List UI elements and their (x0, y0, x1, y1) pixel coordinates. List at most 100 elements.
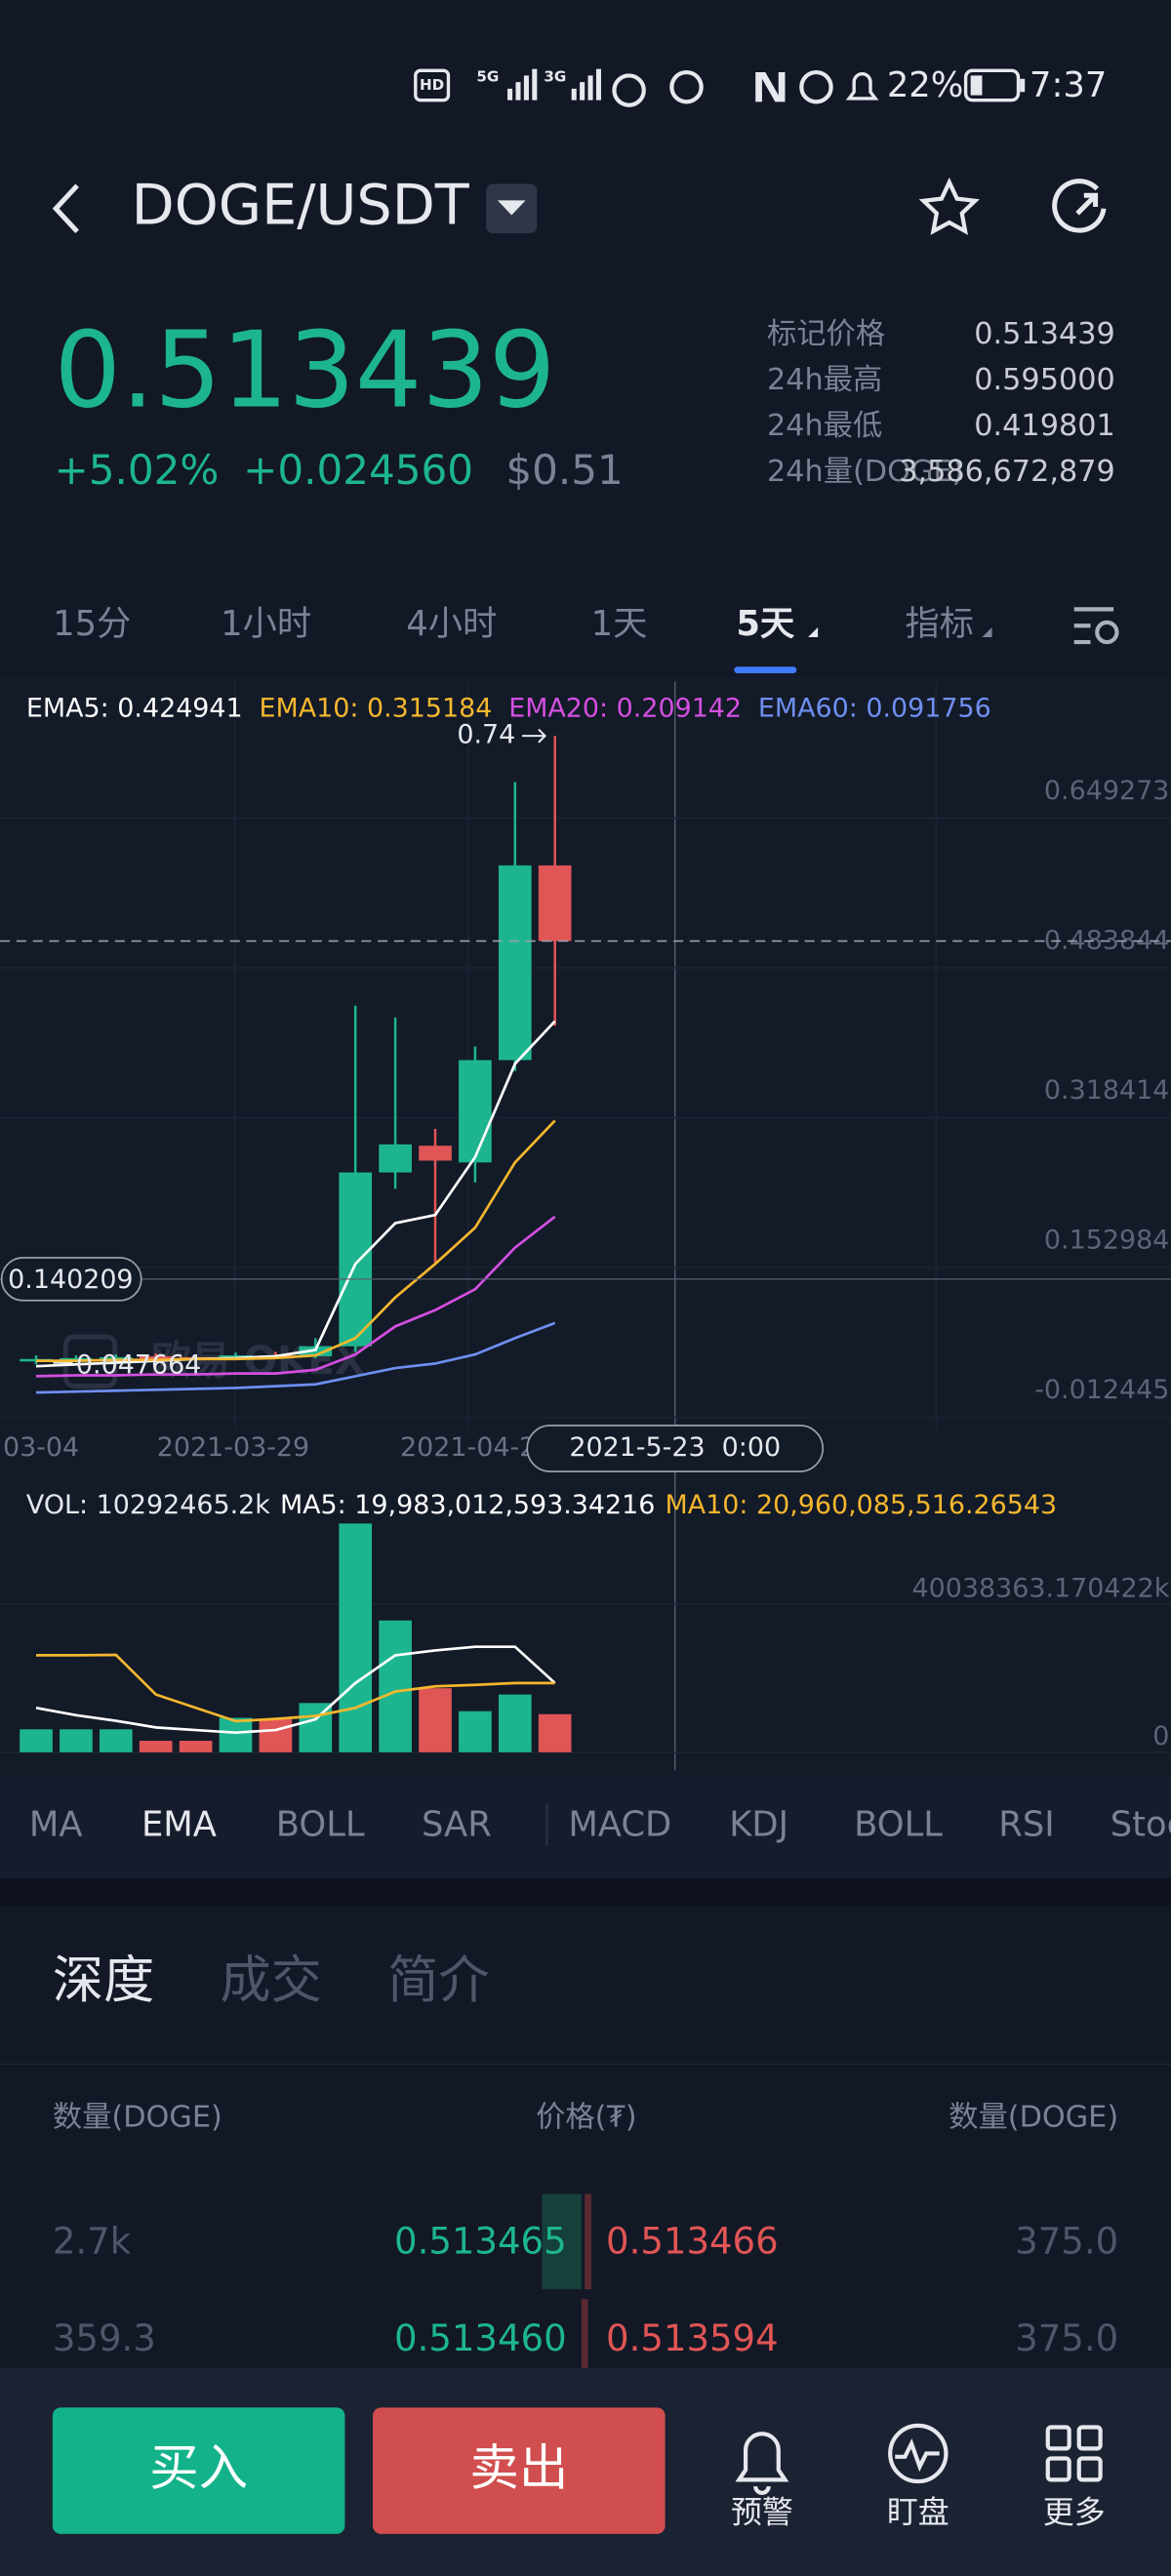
interval-tab[interactable]: 5天 (736, 604, 795, 644)
interval-tab[interactable]: 1小时 (221, 604, 311, 644)
battery-level (970, 75, 983, 96)
clock: 7:37 (1030, 65, 1107, 105)
volume-bar (99, 1729, 133, 1752)
stat-value: 3,586,672,879 (899, 455, 1115, 489)
back-button[interactable] (52, 183, 79, 234)
section-tab[interactable]: 成交 (221, 1952, 322, 2010)
volume-bar (538, 1713, 572, 1752)
y-tick-label: -0.012445 (1034, 1375, 1169, 1405)
candle-body (339, 1172, 373, 1347)
volume-bar (339, 1523, 373, 1752)
y-tick-label: 0.318414 (1044, 1075, 1169, 1106)
network-label: HD (420, 76, 444, 94)
signal (580, 82, 586, 101)
indicator-tab[interactable]: KDJ (729, 1805, 788, 1845)
favorite-button[interactable] (918, 177, 980, 235)
indicator-tab[interactable]: RSI (998, 1805, 1054, 1845)
stat-label: 标记价格 (767, 317, 885, 351)
candle-body (498, 865, 532, 1061)
nav-label[interactable]: 更多 (1043, 2494, 1106, 2531)
ask-quantity: 375.0 (1015, 2221, 1118, 2263)
dropdown-arrow (497, 200, 526, 216)
candle-body (219, 1355, 253, 1358)
indicator-tab[interactable]: EMA (141, 1805, 217, 1845)
candle-body (139, 1355, 173, 1359)
volume-bar (299, 1703, 333, 1752)
signal (523, 75, 529, 101)
bid-price[interactable]: 0.513460 (394, 2317, 567, 2359)
network-label: 3G (544, 68, 566, 86)
pair-title[interactable]: DOGE/USDT (132, 173, 470, 237)
nfc-icon (755, 72, 786, 102)
sell-button[interactable] (373, 2407, 666, 2534)
indicator-tab[interactable]: StochRSI (1110, 1805, 1171, 1845)
volume-bar (259, 1719, 293, 1752)
volume-ma-line (35, 1645, 556, 1735)
more-icon[interactable] (1045, 2425, 1071, 2451)
interval-tab[interactable]: 1天 (591, 604, 648, 644)
candle-body (99, 1356, 133, 1360)
nav-label[interactable]: 预警 (731, 2494, 793, 2531)
ema-legend: EMA10: 0.315184 (260, 694, 493, 724)
x-tick-label: 2021-04-2 (400, 1432, 536, 1463)
candle-body (419, 1146, 452, 1161)
tab-caret (808, 626, 819, 638)
volume-bar (419, 1688, 452, 1752)
settings-lines (1073, 607, 1114, 645)
interval-tab[interactable]: 4小时 (406, 604, 497, 644)
volume-tick-label: 0 (1152, 1721, 1169, 1751)
stat-label: 24h量(DOGE) (767, 455, 963, 489)
max-price-arrow (522, 728, 547, 744)
crosshair-time: 2021-5-23 0:00 (569, 1432, 781, 1463)
bid-price[interactable]: 0.513465 (394, 2221, 567, 2263)
crosshair-time-box (526, 1425, 825, 1472)
interval-tab[interactable]: 15分 (53, 604, 131, 644)
chart-area (0, 676, 1171, 1774)
max-price-label: 0.74 (457, 720, 515, 750)
indicator-tab[interactable]: MACD (568, 1805, 671, 1845)
volume-bar (139, 1741, 173, 1752)
share-arrow (1075, 192, 1099, 216)
network-label: 5G (476, 68, 499, 86)
mute-icon (845, 72, 879, 101)
volume-ma-line (36, 1653, 555, 1723)
interval-tab[interactable]: 指标 (905, 604, 974, 644)
watch-icon[interactable] (888, 2423, 949, 2484)
watch-pulse (895, 2437, 940, 2473)
ema-line (35, 1020, 556, 1368)
crosshair-price-box (0, 1257, 142, 1302)
nav-label[interactable]: 盯盘 (887, 2494, 949, 2531)
ema-legend: EMA5: 0.424941 (26, 694, 243, 724)
ask-price[interactable]: 0.513594 (606, 2317, 779, 2359)
section-tab[interactable]: 简介 (387, 1952, 489, 2010)
share-button[interactable] (1052, 179, 1107, 233)
more-icon (1076, 2456, 1103, 2482)
settings-icon[interactable] (1073, 607, 1119, 645)
indicator-tab[interactable]: MA (29, 1805, 83, 1845)
buy-label: 买入 (149, 2438, 248, 2496)
indicator-tab[interactable]: SAR (422, 1805, 492, 1845)
volume-bar (379, 1620, 412, 1752)
battery-text: 22% (887, 65, 964, 105)
ask-price[interactable]: 0.513466 (606, 2221, 779, 2263)
last-price: 0.513439 (55, 309, 556, 431)
bid-depth-bar (542, 2194, 582, 2290)
interval-underline (734, 666, 797, 674)
y-tick-label: 0.152984 (1044, 1226, 1169, 1256)
indicator-tab[interactable]: BOLL (854, 1805, 943, 1845)
candle-body (459, 1060, 492, 1163)
candle-body (60, 1357, 93, 1361)
alert-icon[interactable] (735, 2432, 789, 2495)
candle-body (299, 1346, 333, 1356)
indicator-tab[interactable]: BOLL (276, 1805, 365, 1845)
section-tab[interactable]: 深度 (53, 1952, 154, 2010)
volume-legend: MA5: 19,983,012,593.34216 (280, 1490, 655, 1520)
candle-body (538, 865, 572, 942)
volume-bar (60, 1729, 93, 1752)
ask-depth-bar (581, 2299, 588, 2368)
signal (532, 68, 538, 101)
bid-quantity: 359.3 (53, 2317, 156, 2359)
buy-button[interactable] (52, 2407, 345, 2534)
change-percent: +5.02% (55, 446, 220, 494)
stat-value: 0.513439 (974, 317, 1114, 351)
